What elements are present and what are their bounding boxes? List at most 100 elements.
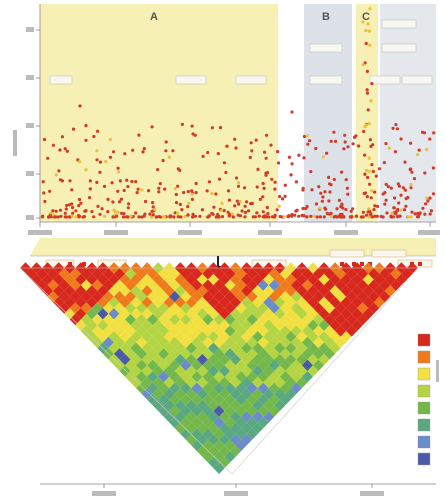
ld-cell <box>202 393 214 406</box>
snp-point <box>122 212 126 216</box>
ld-cell <box>241 422 253 434</box>
ld-cell <box>158 405 170 417</box>
ld-cell <box>158 382 170 394</box>
ld-cell <box>219 411 231 423</box>
ld-cell <box>351 273 363 286</box>
snp-point <box>416 153 420 157</box>
snp-point <box>84 168 88 172</box>
ld-legend-swatch <box>417 452 431 466</box>
ld-legend-swatch <box>417 350 431 364</box>
ld-cell <box>235 405 247 417</box>
ld-cell <box>274 330 286 343</box>
ld-cell <box>340 273 352 286</box>
snp-point <box>262 186 266 190</box>
ld-cell <box>290 290 302 303</box>
ld-cell <box>185 399 197 412</box>
ld-cell <box>185 353 197 366</box>
ld-cell <box>312 268 325 280</box>
snp-point <box>95 180 99 184</box>
snp-point <box>322 215 326 219</box>
snp-point <box>344 178 348 182</box>
snp-point <box>218 126 223 130</box>
ld-cell <box>285 308 297 320</box>
snp-point <box>121 215 126 219</box>
bottom-axis-tick-labels <box>92 491 384 496</box>
snp-point <box>102 184 107 188</box>
snp-point <box>63 211 67 215</box>
ld-cell <box>252 388 264 400</box>
ld-cell <box>301 302 313 314</box>
snp-point <box>220 215 225 219</box>
ld-cell <box>235 313 247 326</box>
ld-cell <box>207 296 219 309</box>
snp-point <box>431 166 435 170</box>
ld-cell <box>257 416 269 429</box>
snp-point <box>361 20 365 24</box>
snp-point <box>265 133 269 137</box>
ld-cell <box>312 302 325 314</box>
snp-point <box>176 215 180 219</box>
snp-point <box>126 206 130 210</box>
snp-point <box>158 182 162 186</box>
snp-point <box>428 137 432 141</box>
strip-snp-mark <box>368 262 372 266</box>
ld-cell <box>307 308 319 320</box>
ld-cell <box>147 348 159 360</box>
ld-cell <box>329 330 341 343</box>
snp-point <box>111 215 115 219</box>
snp-point <box>207 180 211 184</box>
snp-point <box>84 124 88 128</box>
ld-cell <box>357 279 369 291</box>
ld-cell <box>246 359 258 371</box>
ld-cell <box>102 302 114 314</box>
ld-cell <box>163 308 175 320</box>
snp-point <box>343 133 347 137</box>
ld-cell <box>307 296 319 309</box>
ld-cell <box>340 330 352 343</box>
snp-point <box>234 146 238 150</box>
region-b-band <box>304 4 352 222</box>
snp-point <box>332 130 336 134</box>
ld-cell <box>174 319 186 331</box>
ld-cell <box>141 353 153 366</box>
snp-point <box>46 156 50 160</box>
snp-point <box>70 206 75 210</box>
region-b-letter: B <box>322 11 330 23</box>
snp-point <box>214 192 218 196</box>
ld-legend-swatch <box>417 333 431 347</box>
ld-legend-swatch <box>417 418 431 432</box>
snp-point <box>367 169 371 173</box>
ld-cell <box>158 313 170 326</box>
snp-point <box>363 153 367 157</box>
ld-cell <box>318 285 330 297</box>
ld-cell <box>141 376 153 389</box>
ld-cell <box>113 348 126 360</box>
snp-point <box>153 208 157 212</box>
snp-point <box>399 208 403 212</box>
snp-point <box>60 135 64 139</box>
ld-cell <box>224 382 236 394</box>
ld-cell <box>136 382 148 394</box>
ld-cell <box>224 279 236 291</box>
ld-cell <box>241 399 253 412</box>
ld-cell <box>152 296 164 309</box>
snp-point <box>205 189 209 193</box>
ld-cell <box>191 302 203 314</box>
snp-point <box>84 138 88 142</box>
ld-legend-swatch <box>417 384 431 398</box>
snp-point <box>318 206 322 210</box>
strip-snp-mark <box>418 262 422 266</box>
ld-cell <box>185 365 197 377</box>
snp-point <box>79 201 83 205</box>
ld-cell <box>318 353 330 366</box>
ld-cell <box>47 279 59 291</box>
ld-cell <box>80 290 92 303</box>
ld-cell <box>174 330 186 343</box>
snp-point <box>201 154 205 158</box>
ld-cell <box>147 325 159 337</box>
ld-cell <box>36 268 48 280</box>
snp-point <box>395 209 399 213</box>
ld-cell <box>108 330 120 343</box>
snp-point <box>273 187 277 191</box>
ld-cell <box>180 313 192 326</box>
